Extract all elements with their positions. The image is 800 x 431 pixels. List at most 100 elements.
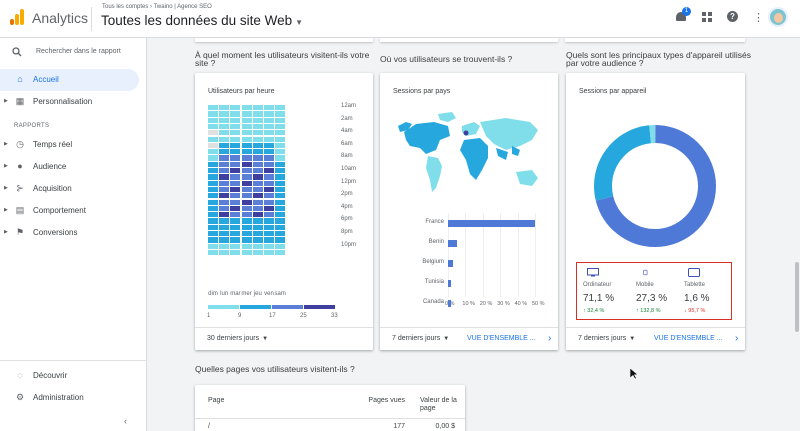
- column-header-page-value[interactable]: Valeur de la page: [420, 397, 457, 412]
- heatmap-cell[interactable]: [241, 161, 252, 167]
- heatmap-cell[interactable]: [219, 212, 230, 218]
- heatmap-cell[interactable]: [208, 174, 218, 180]
- heatmap-cell[interactable]: [264, 224, 274, 230]
- more-vert-icon[interactable]: ⋮: [753, 12, 764, 24]
- date-range-selector[interactable]: 30 derniers jours ▼: [207, 335, 268, 342]
- heatmap-cell[interactable]: [252, 130, 263, 136]
- heatmap-cell[interactable]: [230, 149, 241, 155]
- heatmap-cell[interactable]: [252, 199, 263, 205]
- heatmap-cell[interactable]: [275, 237, 286, 243]
- sidebar-item-conversions[interactable]: ▶ ⚑ Conversions: [0, 222, 139, 244]
- heatmap-cell[interactable]: [219, 155, 230, 161]
- heatmap-cell[interactable]: [252, 212, 263, 218]
- heatmap-cell[interactable]: [241, 155, 252, 161]
- heatmap-cell[interactable]: [208, 224, 218, 230]
- heatmap-cell[interactable]: [219, 161, 230, 167]
- breadcrumb[interactable]: Tous les comptes › Twaino | Agence SEO: [102, 4, 212, 10]
- heatmap-cell[interactable]: [208, 180, 218, 186]
- heatmap-cell[interactable]: [230, 117, 241, 123]
- heatmap-cell[interactable]: [252, 117, 263, 123]
- heatmap-cell[interactable]: [264, 136, 274, 142]
- heatmap-cell[interactable]: [208, 243, 218, 249]
- heatmap-cell[interactable]: [264, 193, 274, 199]
- heatmap-cell[interactable]: [208, 136, 218, 142]
- overview-link[interactable]: VUE D'ENSEMBLE ...: [654, 335, 723, 342]
- country-bar[interactable]: [448, 300, 452, 307]
- heatmap-cell[interactable]: [264, 218, 274, 224]
- heatmap-cell[interactable]: [208, 105, 218, 111]
- heatmap-cell[interactable]: [219, 237, 230, 243]
- heatmap-cell[interactable]: [230, 231, 241, 237]
- heatmap-cell[interactable]: [252, 243, 263, 249]
- heatmap-cell[interactable]: [230, 193, 241, 199]
- heatmap-cell[interactable]: [252, 136, 263, 142]
- heatmap-cell[interactable]: [230, 136, 241, 142]
- heatmap-cell[interactable]: [230, 212, 241, 218]
- heatmap-cell[interactable]: [252, 161, 263, 167]
- heatmap-cell[interactable]: [208, 249, 218, 256]
- help-icon[interactable]: ?: [727, 11, 738, 22]
- heatmap-cell[interactable]: [241, 249, 252, 256]
- heatmap-cell[interactable]: [241, 168, 252, 174]
- heatmap-cell[interactable]: [219, 105, 230, 111]
- heatmap-cell[interactable]: [230, 174, 241, 180]
- heatmap-cell[interactable]: [275, 193, 286, 199]
- property-selector[interactable]: Toutes les données du site Web ▼: [101, 13, 303, 28]
- heatmap-cell[interactable]: [252, 123, 263, 130]
- country-bar[interactable]: [448, 280, 452, 287]
- country-bar[interactable]: [448, 220, 535, 227]
- heatmap-cell[interactable]: [230, 155, 241, 161]
- heatmap-cell[interactable]: [208, 149, 218, 155]
- heatmap-cell[interactable]: [241, 212, 252, 218]
- heatmap-cell[interactable]: [264, 142, 274, 149]
- heatmap-cell[interactable]: [219, 186, 230, 193]
- heatmap-cell[interactable]: [275, 212, 286, 218]
- heatmap-cell[interactable]: [264, 117, 274, 123]
- heatmap-cell[interactable]: [241, 105, 252, 111]
- heatmap-cell[interactable]: [264, 168, 274, 174]
- heatmap-cell[interactable]: [230, 142, 241, 149]
- collapse-sidebar-chevron-icon[interactable]: ‹: [124, 416, 127, 426]
- heatmap-cell[interactable]: [219, 205, 230, 212]
- heatmap-cell[interactable]: [252, 249, 263, 256]
- heatmap-cell[interactable]: [275, 155, 286, 161]
- heatmap-cell[interactable]: [264, 231, 274, 237]
- heatmap-cell[interactable]: [219, 199, 230, 205]
- heatmap-cell[interactable]: [219, 130, 230, 136]
- heatmap-cell[interactable]: [252, 205, 263, 212]
- heatmap-cell[interactable]: [264, 149, 274, 155]
- column-header-page[interactable]: Page: [208, 397, 225, 404]
- heatmap-cell[interactable]: [208, 168, 218, 174]
- heatmap-cell[interactable]: [275, 231, 286, 237]
- heatmap-cell[interactable]: [219, 180, 230, 186]
- heatmap-cell[interactable]: [208, 111, 218, 117]
- heatmap-cell[interactable]: [275, 117, 286, 123]
- sidebar-item-administration[interactable]: ⚙ Administration: [0, 387, 139, 409]
- heatmap-cell[interactable]: [230, 161, 241, 167]
- heatmap-cell[interactable]: [208, 155, 218, 161]
- heatmap-cell[interactable]: [230, 249, 241, 256]
- notifications-bell-icon[interactable]: 1: [676, 7, 691, 23]
- sidebar-item-decouvrir[interactable]: ◌ Découvrir: [0, 365, 139, 387]
- heatmap-cell[interactable]: [252, 218, 263, 224]
- heatmap-cell[interactable]: [252, 193, 263, 199]
- chevron-right-icon[interactable]: ›: [548, 333, 552, 344]
- heatmap-cell[interactable]: [275, 249, 286, 256]
- heatmap-cell[interactable]: [219, 168, 230, 174]
- heatmap-cell[interactable]: [264, 249, 274, 256]
- heatmap-cell[interactable]: [219, 174, 230, 180]
- heatmap-cell[interactable]: [241, 130, 252, 136]
- heatmap-cell[interactable]: [219, 123, 230, 130]
- heatmap-cell[interactable]: [264, 180, 274, 186]
- heatmap-cell[interactable]: [219, 218, 230, 224]
- avatar[interactable]: [768, 7, 788, 27]
- heatmap-cell[interactable]: [241, 199, 252, 205]
- heatmap-cell[interactable]: [241, 174, 252, 180]
- heatmap-cell[interactable]: [219, 136, 230, 142]
- heatmap-cell[interactable]: [241, 149, 252, 155]
- heatmap-cell[interactable]: [275, 161, 286, 167]
- heatmap-cell[interactable]: [264, 205, 274, 212]
- table-cell-page[interactable]: /: [208, 423, 210, 430]
- heatmap-cell[interactable]: [208, 199, 218, 205]
- heatmap-cell[interactable]: [241, 218, 252, 224]
